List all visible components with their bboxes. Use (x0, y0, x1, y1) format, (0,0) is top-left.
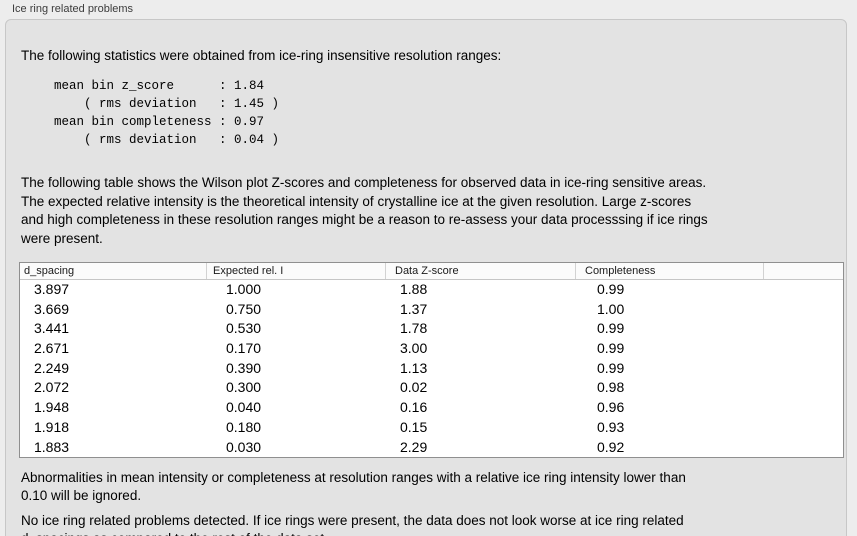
table-cell: 0.180 (226, 418, 262, 435)
table-cell-empty (763, 378, 843, 398)
table-cell-empty (763, 418, 843, 438)
table-cell: 0.02 (400, 379, 428, 396)
table-row[interactable]: 2.072 0.300 0.02 0.98 (20, 378, 843, 399)
table-cell: 1.88 (400, 281, 428, 297)
table-cell: 0.750 (226, 300, 262, 317)
table-row[interactable]: 3.441 0.530 1.78 0.99 (20, 319, 843, 340)
table-body: 3.897 1.000 1.88 0.99 3.669 0.750 1.37 1.00 3.44… (20, 280, 843, 458)
table-cell: 1.13 (400, 359, 428, 376)
table-cell: 0.99 (597, 340, 625, 357)
table-cell: 0.390 (226, 359, 262, 376)
table-cell: 1.918 (34, 418, 70, 435)
table-cell: 3.897 (34, 281, 70, 297)
table-cell-empty (763, 359, 843, 379)
table-cell: 2.29 (400, 438, 428, 455)
table-cell: 1.78 (400, 320, 428, 337)
table-row[interactable]: 3.897 1.000 1.88 0.99 (20, 280, 843, 300)
table-cell: 2.249 (34, 359, 70, 376)
table-description-text: The following table shows the Wilson plo… (21, 175, 708, 246)
table-header-data-z-score[interactable]: Data Z-score (385, 263, 575, 279)
verdict-text: No ice ring related problems detected. I… (21, 513, 684, 536)
table-row[interactable]: 1.918 0.180 0.15 0.93 (20, 417, 843, 438)
table-cell: 0.15 (400, 418, 428, 435)
table-cell: 0.99 (597, 320, 625, 337)
table-cell: 1.000 (226, 281, 262, 297)
table-cell: 2.671 (34, 340, 70, 357)
table-cell: 0.99 (597, 281, 625, 297)
panel-title: Ice ring related problems (12, 3, 134, 15)
table-row[interactable]: 1.883 0.030 2.29 0.92 (20, 437, 843, 458)
table-header-d-spacing[interactable]: d_spacing (24, 265, 75, 277)
table-row[interactable]: 1.948 0.040 0.16 0.96 (20, 398, 843, 418)
table-cell-empty (763, 300, 843, 320)
table-cell: 1.883 (34, 438, 70, 455)
table-cell: 0.530 (226, 320, 262, 337)
ignore-rule-text: Abnormalities in mean intensity or compl… (21, 470, 686, 503)
table-cell: 0.16 (400, 399, 428, 416)
table-cell: 3.441 (34, 320, 70, 337)
table-cell: 0.170 (226, 340, 262, 357)
table-cell: 0.030 (226, 438, 262, 455)
table-cell: 0.99 (597, 359, 625, 376)
table-cell-empty (763, 339, 843, 359)
intro-text: The following statistics were obtained f… (21, 48, 502, 63)
bin-statistics-block: mean bin z_score : 1.84 ( rms deviation … (54, 79, 280, 147)
table-row[interactable]: 2.249 0.390 1.13 0.99 (20, 358, 843, 379)
table-cell: 0.96 (597, 399, 625, 416)
table-cell: 3.669 (34, 300, 70, 317)
table-header-row: d_spacing Expected rel. I Data Z-score Comp… (20, 263, 843, 280)
table-cell: 0.93 (597, 418, 625, 435)
table-cell-empty (763, 319, 843, 339)
table-cell-empty (763, 438, 843, 458)
table-header-cell-empty[interactable] (763, 263, 843, 279)
table-cell-empty (763, 280, 843, 300)
table-cell: 1.00 (597, 300, 625, 317)
table-cell: 0.300 (226, 379, 262, 396)
table-cell: 1.948 (34, 399, 70, 416)
table-cell-empty (763, 398, 843, 418)
table-header-expected-rel-i[interactable]: Expected rel. I (206, 263, 385, 279)
table-header-completeness[interactable]: Completeness (575, 263, 763, 279)
table-cell: 0.040 (226, 399, 262, 416)
table-cell: 0.92 (597, 438, 625, 455)
table-cell: 3.00 (400, 340, 428, 357)
table-cell: 0.98 (597, 379, 625, 396)
table-cell: 1.37 (400, 300, 428, 317)
table-row[interactable]: 3.669 0.750 1.37 1.00 (20, 299, 843, 320)
table-row[interactable]: 2.671 0.170 3.00 0.99 (20, 339, 843, 359)
ice-ring-table[interactable]: d_spacing Expected rel. I Data Z-score Comp… (19, 262, 844, 459)
ice-ring-groupbox: The following statistics were obtained f… (5, 19, 847, 536)
table-cell: 2.072 (34, 379, 70, 396)
